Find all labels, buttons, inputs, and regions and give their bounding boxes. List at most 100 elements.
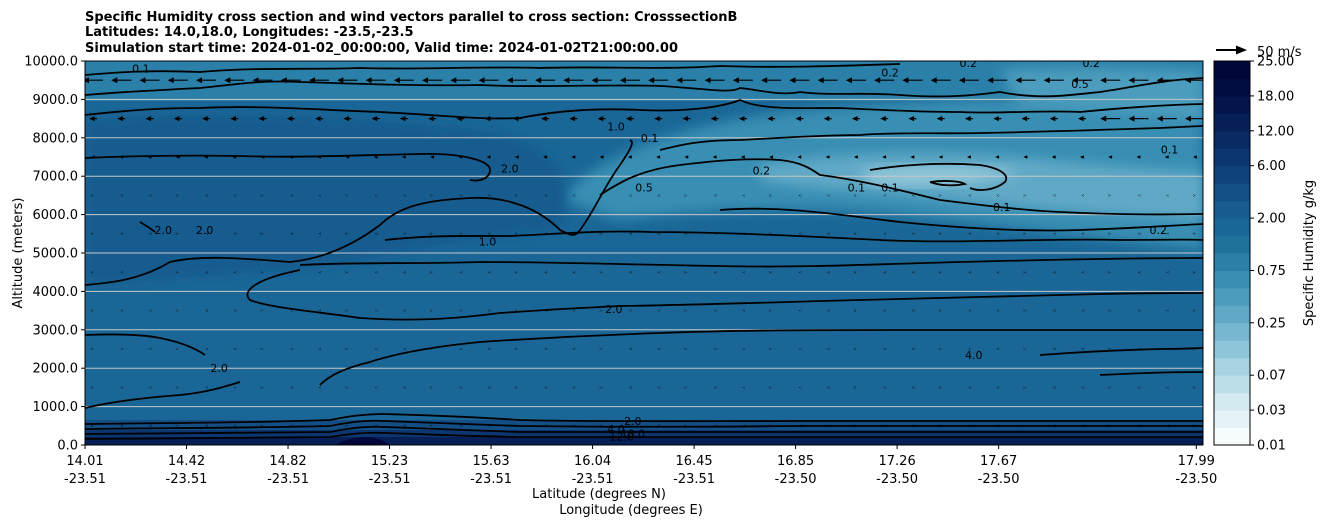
contour-0p1-top: [85, 63, 901, 76]
wind-vector: [996, 194, 1000, 197]
contour-label: 2.0: [196, 224, 214, 237]
contour-0p5-right: [599, 158, 1203, 216]
wind-vector: [120, 309, 124, 312]
wind-vector: [742, 309, 745, 312]
wind-vector: [1166, 232, 1169, 236]
wind-vector: [798, 232, 802, 236]
wind-vector: [175, 270, 179, 274]
wind-vector: [175, 347, 179, 351]
wind-vector: [403, 270, 406, 274]
wind-vector: [315, 116, 324, 122]
wind-vector: [684, 424, 687, 428]
wind-vector: [233, 232, 237, 236]
wind-vector: [345, 155, 350, 159]
wind-vector: [1023, 309, 1027, 312]
wind-vector: [1081, 424, 1084, 428]
wind-vector: [290, 232, 293, 236]
wind-vector: [996, 232, 1000, 236]
wind-vector: [572, 386, 576, 389]
contour-2p0-sfc: [85, 413, 1203, 425]
wind-vector: [403, 424, 406, 428]
contour-label: 0.1: [1161, 143, 1179, 156]
wind-vector: [572, 424, 576, 428]
wind-vector: [880, 116, 889, 122]
wind-vector: [317, 155, 322, 159]
wind-vector: [798, 309, 802, 312]
wind-vector: [629, 232, 632, 236]
wind-vector: [1137, 232, 1141, 236]
wind-vector: [619, 77, 640, 84]
plot-area: 0.1 0.20.2 0.20.51.00.12.0 0.20.5 0.1 0.10.10…: [85, 57, 1203, 445]
wind-vector: [732, 77, 753, 84]
contour-label: 0.2: [881, 67, 899, 80]
wind-vector: [714, 232, 717, 236]
wind-vector: [704, 77, 725, 84]
colorbar: [1214, 61, 1250, 446]
contour-label: 0.2: [959, 57, 977, 70]
wind-vector: [459, 347, 463, 351]
wind-vector: [484, 116, 493, 122]
x-tick-label-lat: 15.23: [371, 454, 408, 469]
wind-vector: [742, 194, 745, 197]
wind-vector: [175, 309, 179, 312]
wind-vector: [938, 424, 942, 428]
wind-vector: [403, 309, 406, 312]
x-tick-label-lon: -23.51: [166, 472, 208, 487]
wind-vector: [1193, 309, 1196, 312]
wind-vector: [318, 424, 321, 428]
wind-vector: [1021, 116, 1030, 122]
contour-4p0: [1039, 347, 1203, 356]
wind-vector: [769, 155, 774, 159]
wind-vector: [883, 194, 887, 197]
wind-vector: [374, 232, 378, 236]
wind-vector: [345, 386, 348, 389]
wind-vector: [798, 270, 802, 274]
wind-vector: [202, 116, 211, 122]
wind-vector: [544, 309, 548, 312]
wind-vector: [712, 155, 717, 159]
wind-vector: [968, 270, 971, 274]
wind-vector: [572, 309, 576, 312]
wind-vector: [430, 424, 433, 428]
wind-vector: [1023, 424, 1027, 428]
colorbar-tick-label: 18.00: [1257, 89, 1294, 104]
colorbar-tick-label: 0.03: [1257, 404, 1286, 419]
x-tick-label-lat: 14.01: [66, 454, 103, 469]
wind-vector: [911, 270, 915, 274]
contour-label: 12.0: [609, 431, 634, 444]
wind-vector: [1136, 155, 1141, 159]
wind-vector: [851, 116, 860, 122]
wind-vector: [1166, 309, 1169, 312]
wind-vector: [91, 424, 94, 428]
gridlines: [85, 98, 1203, 408]
wind-vector: [1071, 77, 1092, 84]
wind-vector: [1156, 115, 1177, 122]
contour-8p0-sfc: [85, 425, 1203, 435]
wind-vector: [544, 386, 548, 389]
wind-vector: [139, 77, 160, 84]
wind-vector: [486, 155, 491, 159]
y-tick-label: 8000.0: [33, 131, 79, 146]
colorbar-segment: [1214, 61, 1250, 79]
wind-vector: [345, 309, 348, 312]
y-axis: 0.0 1000.0 2000.0 3000.0 4000.0 5000.0 6000.0 7…: [24, 55, 85, 454]
wind-vector: [767, 116, 776, 122]
colorbar-tick-label: 0.07: [1257, 369, 1286, 384]
colorbar-segment: [1214, 270, 1250, 289]
colorbar-segment: [1214, 253, 1250, 271]
y-tick-label: 3000.0: [33, 323, 79, 338]
wind-vector: [543, 155, 548, 159]
wind-vector: [995, 155, 1000, 159]
wind-vector: [260, 386, 264, 389]
wind-vector: [742, 232, 745, 236]
wind-vector: [428, 116, 437, 122]
wind-vector: [627, 155, 632, 159]
wind-vector: [514, 194, 518, 197]
wind-vector: [260, 424, 264, 428]
contour-0p2-lower: [719, 207, 1203, 232]
x-tick-label-lon: -23.51: [64, 472, 106, 487]
wind-vector: [280, 77, 301, 84]
wind-vector: [459, 386, 463, 389]
contour-label: 0.1: [132, 63, 150, 76]
